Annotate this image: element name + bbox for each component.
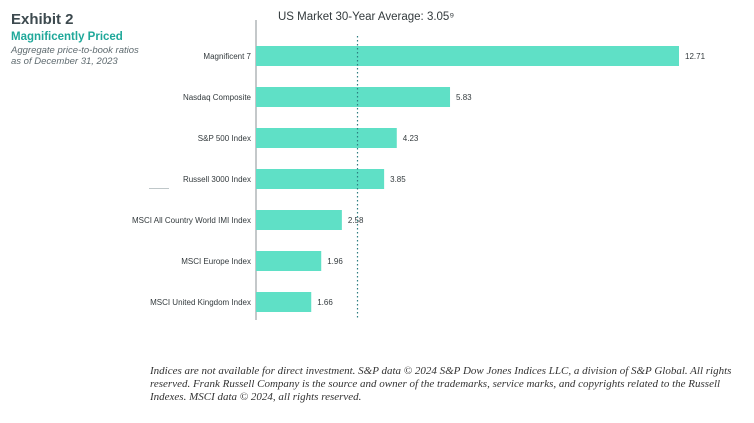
exhibit-subtitle: Aggregate price-to-book ratios as of Dec… (11, 45, 139, 67)
bar-russell-3000-index (256, 169, 385, 189)
value-label-russell-3000-index: 3.85 (390, 175, 406, 184)
category-label-sandp-500-index: S&P 500 Index (198, 134, 251, 143)
value-label-msci-all-country-world-imi-index: 2.58 (348, 216, 364, 225)
value-label-magnificent-7: 12.71 (685, 52, 706, 61)
bar-nasdaq-composite (256, 87, 451, 107)
exhibit-label: Exhibit 2 (11, 11, 74, 28)
value-label-msci-europe-index: 1.96 (327, 257, 343, 266)
category-label-msci-united-kingdom-index: MSCI United Kingdom Index (150, 298, 251, 307)
bar-chart: Magnificent 7 12.71 Nasdaq Composite 5.83 S&… (132, 20, 706, 320)
category-label-msci-all-country-world-imi-index: MSCI All Country World IMI Index (132, 216, 251, 225)
bar-msci-europe-index (256, 251, 322, 271)
category-label-msci-europe-index: MSCI Europe Index (181, 257, 251, 266)
value-label-nasdaq-composite: 5.83 (456, 93, 472, 102)
footnote: Indices are not available for direct inv… (150, 365, 732, 404)
bar-msci-all-country-world-imi-index (256, 210, 342, 230)
sidebar-divider (149, 188, 169, 189)
bar-msci-united-kingdom-index (256, 292, 312, 312)
exhibit-title: Magnificently Priced (11, 31, 123, 43)
category-label-magnificent-7: Magnificent 7 (203, 52, 251, 61)
reference-line-label: US Market 30-Year Average: 3.05⁹ (278, 11, 455, 23)
exhibit-header: Exhibit 2 Magnificently Priced Aggregate… (11, 11, 146, 67)
bar-magnificent-7 (256, 46, 679, 66)
bar-sandp-500-index (256, 128, 397, 148)
category-label-nasdaq-composite: Nasdaq Composite (183, 93, 252, 102)
value-label-sandp-500-index: 4.23 (403, 134, 419, 143)
value-label-msci-united-kingdom-index: 1.66 (317, 298, 333, 307)
category-label-russell-3000-index: Russell 3000 Index (183, 175, 251, 184)
